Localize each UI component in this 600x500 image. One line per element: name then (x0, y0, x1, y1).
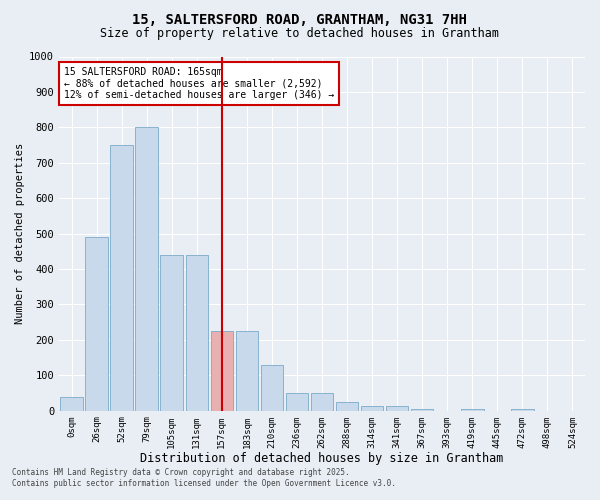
Bar (60, 396, 83, 410)
Text: 15 SALTERSFORD ROAD: 165sqm
← 88% of detached houses are smaller (2,592)
12% of : 15 SALTERSFORD ROAD: 165sqm ← 88% of det… (64, 67, 335, 100)
Text: Contains HM Land Registry data © Crown copyright and database right 2025.
Contai: Contains HM Land Registry data © Crown c… (12, 468, 396, 487)
Y-axis label: Number of detached properties: Number of detached properties (15, 143, 25, 324)
Bar (136, 128, 158, 410)
Bar (110, 145, 133, 410)
Bar (85, 237, 108, 410)
Text: 15, SALTERSFORD ROAD, GRANTHAM, NG31 7HH: 15, SALTERSFORD ROAD, GRANTHAM, NG31 7HH (133, 12, 467, 26)
Bar (260, 364, 283, 410)
Bar (185, 255, 208, 410)
Bar (361, 406, 383, 410)
Text: Size of property relative to detached houses in Grantham: Size of property relative to detached ho… (101, 28, 499, 40)
Bar (336, 402, 358, 410)
Bar (511, 409, 533, 410)
Bar (386, 406, 409, 410)
Bar (311, 393, 333, 410)
Bar (286, 393, 308, 410)
Bar (411, 409, 433, 410)
X-axis label: Distribution of detached houses by size in Grantham: Distribution of detached houses by size … (140, 452, 504, 465)
Bar (160, 255, 183, 410)
Bar (236, 331, 258, 410)
Bar (461, 409, 484, 410)
Bar (211, 331, 233, 410)
